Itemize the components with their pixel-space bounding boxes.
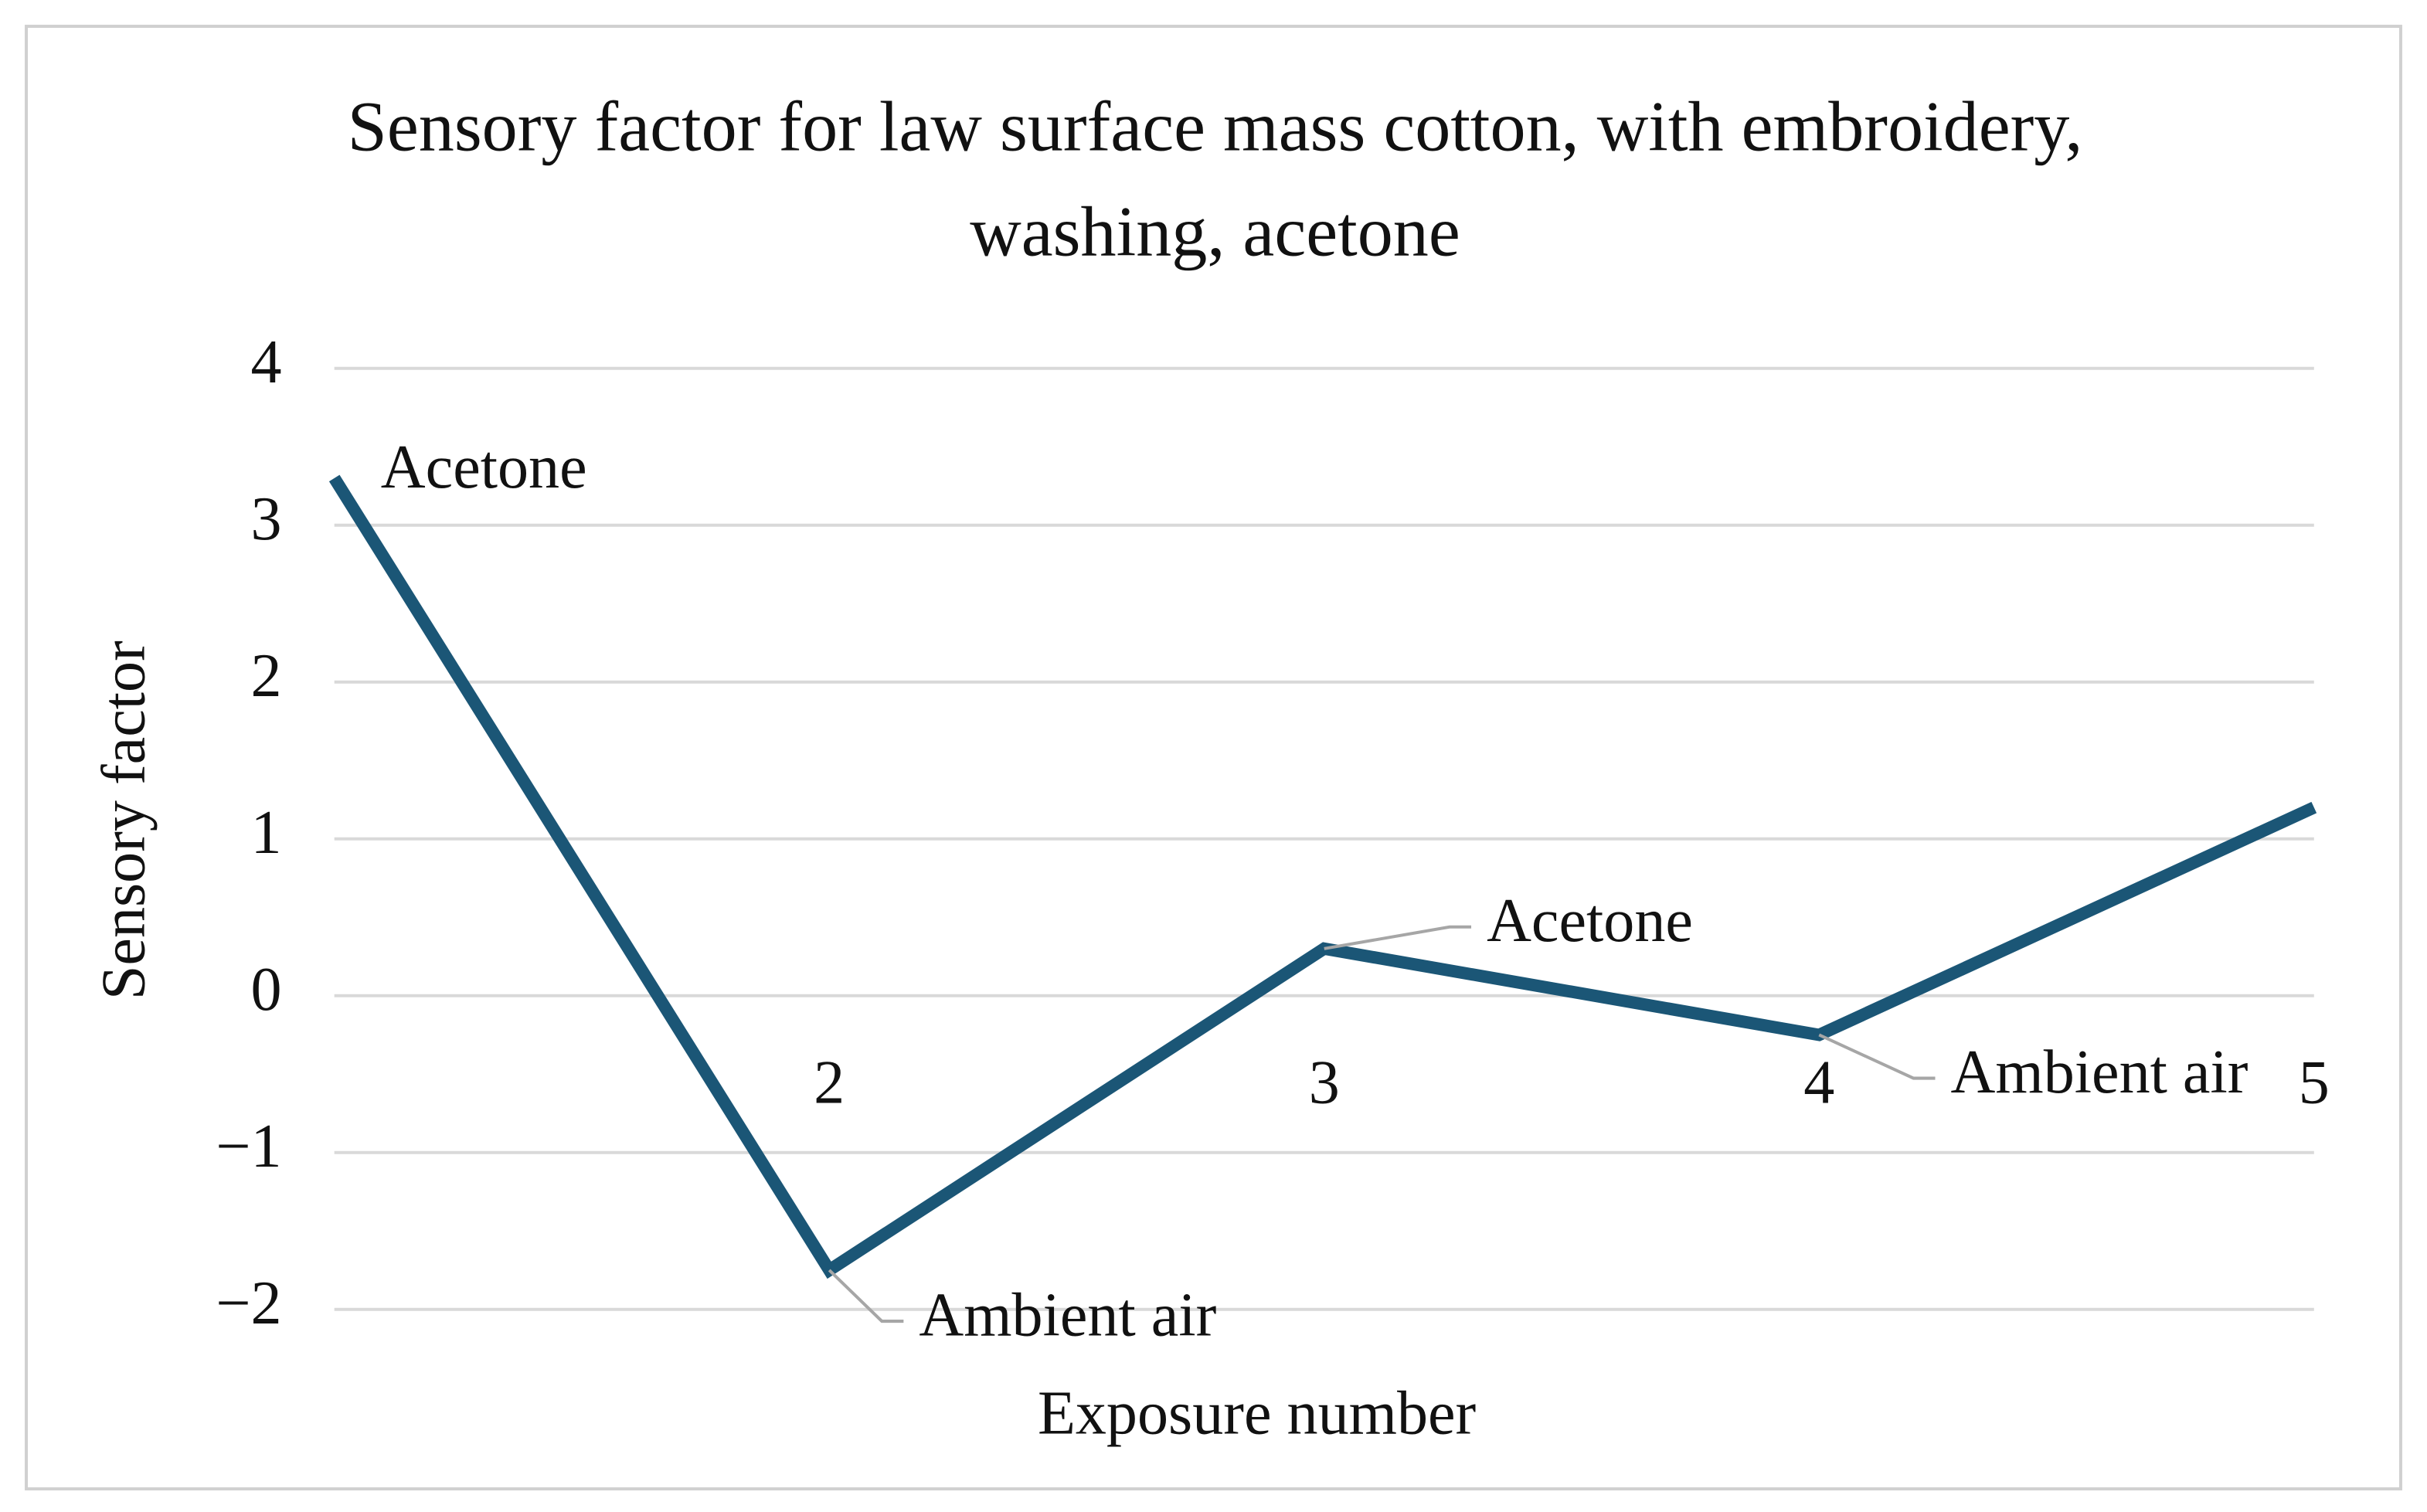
leader-line bbox=[828, 1269, 904, 1323]
y-tick-label: 2 bbox=[251, 642, 282, 710]
leader-line bbox=[1818, 1033, 1936, 1080]
data-label: Acetone bbox=[381, 433, 587, 501]
data-label: Ambient air bbox=[919, 1281, 1216, 1349]
data-label: Ambient air bbox=[1951, 1038, 2249, 1106]
x-tick-label: 5 bbox=[2299, 1048, 2330, 1116]
x-tick-label: 3 bbox=[1309, 1048, 1340, 1116]
y-tick-label: 1 bbox=[251, 799, 282, 867]
y-axis-title: Sensory factor bbox=[90, 640, 158, 1000]
chart-border bbox=[25, 25, 2402, 1491]
y-tick-label: −2 bbox=[216, 1269, 281, 1337]
y-tick-label: 3 bbox=[251, 485, 282, 553]
y-tick-label: 4 bbox=[251, 328, 282, 396]
y-tick-label: 0 bbox=[251, 956, 282, 1024]
x-axis-title: Exposure number bbox=[1038, 1379, 1476, 1447]
chart-title: Sensory factor for law surface mass cott… bbox=[347, 87, 2083, 271]
x-tick-label: 4 bbox=[1803, 1048, 1834, 1116]
leader-line bbox=[1324, 925, 1472, 950]
y-tick-label: −1 bbox=[216, 1113, 281, 1181]
x-tick-label: 2 bbox=[814, 1048, 845, 1116]
data-label: Acetone bbox=[1487, 887, 1693, 955]
